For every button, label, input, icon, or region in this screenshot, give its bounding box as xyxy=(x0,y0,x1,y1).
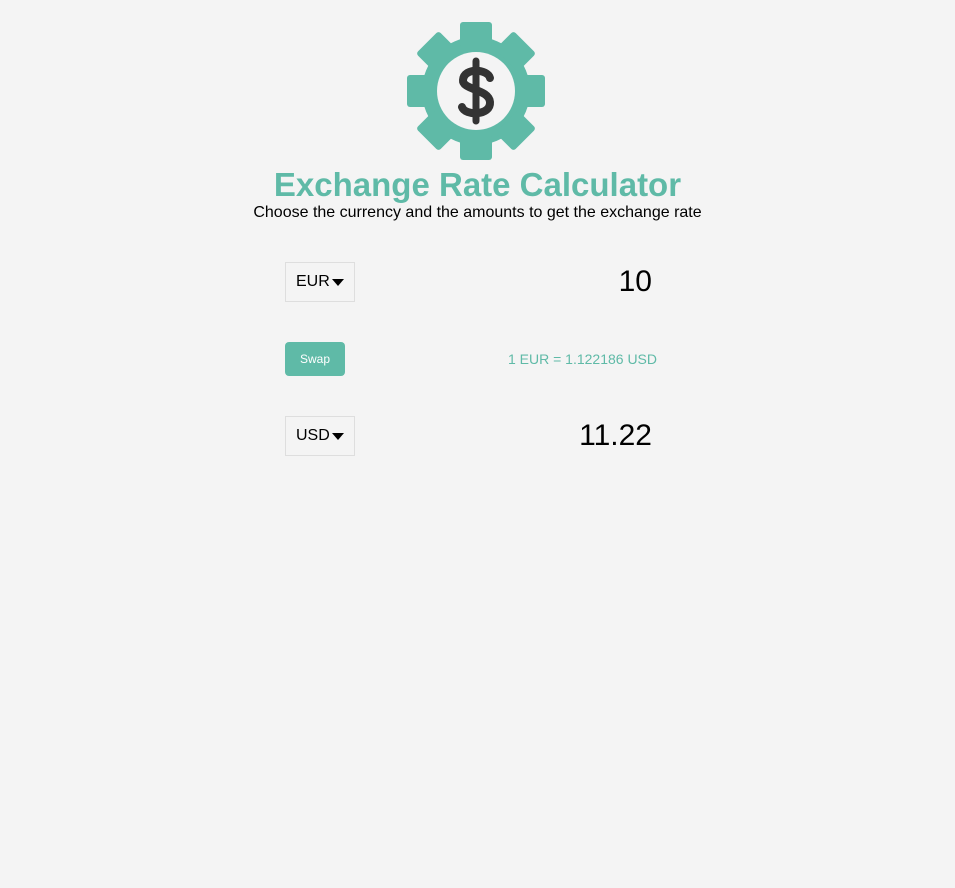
currency-one-value: EUR xyxy=(296,273,330,290)
currency-one-select[interactable]: EUR xyxy=(285,262,355,302)
dollar-sign-icon xyxy=(458,57,494,125)
amount-two-input[interactable] xyxy=(452,416,652,456)
page-subtitle: Choose the currency and the amounts to g… xyxy=(253,204,702,221)
exchange-rate-text: 1 EUR = 1.122186 USD xyxy=(507,351,657,367)
page-title: Exchange Rate Calculator xyxy=(273,166,682,203)
currency-two-select[interactable]: USD xyxy=(285,416,355,456)
currency-two-value: USD xyxy=(296,427,330,444)
amount-one-input[interactable] xyxy=(452,262,652,302)
chevron-down-icon xyxy=(331,433,344,440)
chevron-down-icon xyxy=(331,279,344,286)
swap-button[interactable]: Swap xyxy=(285,342,345,376)
gear-dollar-icon xyxy=(407,22,545,160)
